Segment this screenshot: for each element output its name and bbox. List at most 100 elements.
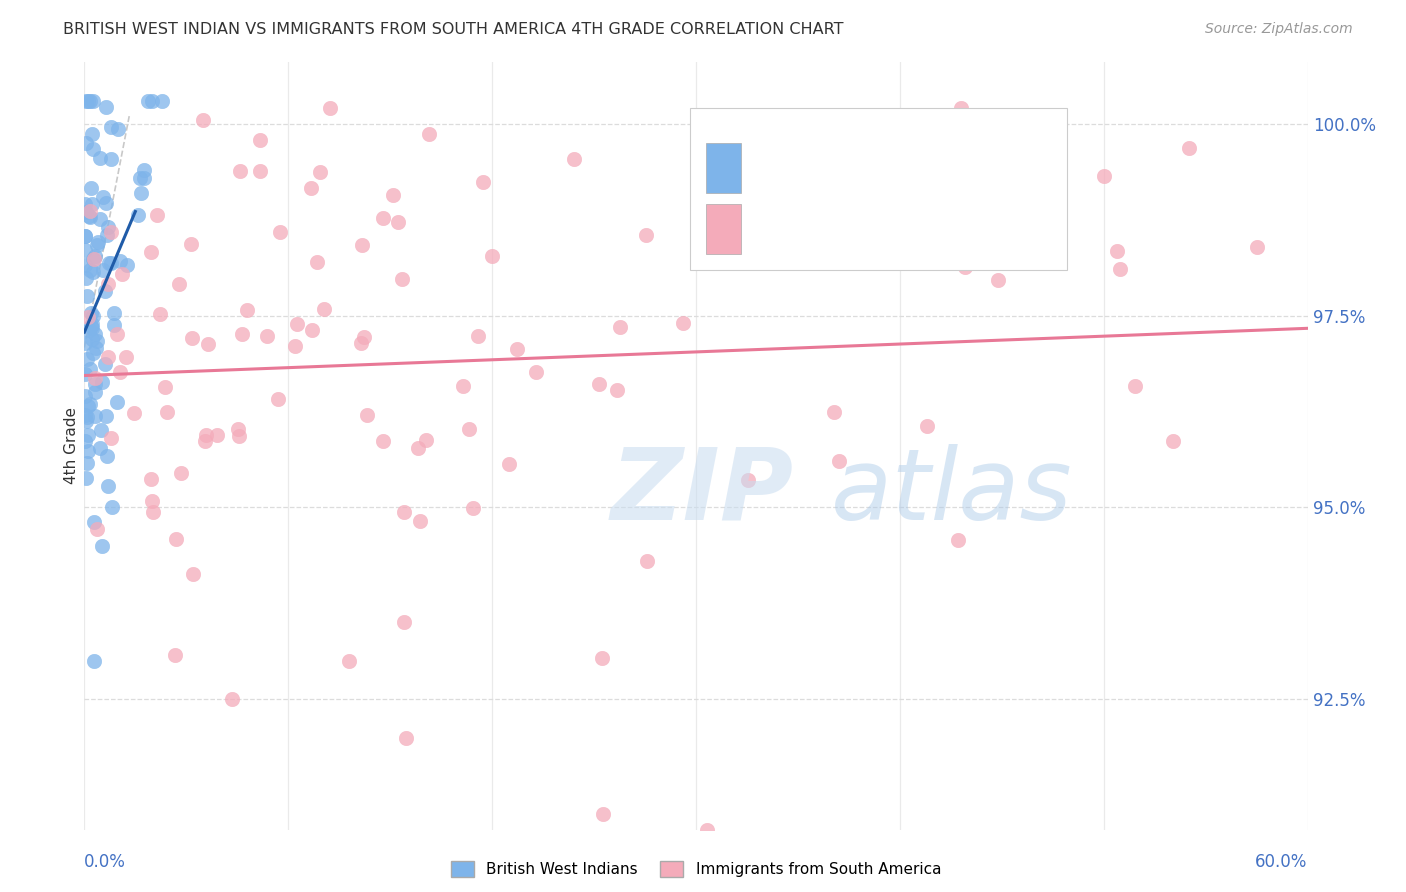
Point: [83, 371, 105, 385]
Point: [75, 336, 97, 351]
Point: [828, 453, 851, 467]
Point: [205, 428, 228, 442]
Point: [97, 256, 120, 270]
Point: [97, 277, 120, 292]
Point: [82, 127, 104, 141]
Point: [100, 225, 122, 239]
Point: [75, 388, 97, 402]
Point: [592, 807, 614, 822]
Point: [301, 323, 323, 337]
Point: [373, 211, 395, 226]
Point: [83, 252, 105, 267]
Point: [110, 254, 132, 268]
Point: [129, 186, 152, 201]
Point: [77, 427, 100, 442]
Point: [76, 456, 98, 470]
Point: [75, 270, 97, 285]
Point: [636, 554, 658, 568]
Point: [76, 409, 98, 424]
Point: [197, 337, 219, 351]
Point: [91, 262, 114, 277]
Point: [84, 341, 107, 355]
Point: [80, 332, 103, 346]
Point: [94, 196, 117, 211]
Point: [76, 351, 98, 366]
Point: [103, 318, 125, 332]
Point: [391, 272, 413, 286]
Point: [228, 429, 250, 443]
Text: R = 0.03  N = 107: R = 0.03 N = 107: [758, 220, 935, 238]
Point: [229, 164, 252, 178]
Point: [111, 267, 134, 281]
Point: [134, 171, 156, 186]
Point: [256, 329, 278, 343]
Point: [83, 515, 105, 529]
Point: [183, 567, 205, 582]
Point: [352, 238, 374, 252]
Point: [191, 112, 214, 127]
Point: [418, 127, 440, 141]
Point: [609, 320, 631, 334]
Point: [415, 433, 437, 447]
Point: [312, 302, 335, 317]
Point: [100, 431, 122, 445]
Point: [96, 449, 118, 463]
Point: [75, 204, 97, 219]
Point: [80, 180, 103, 194]
Point: [353, 330, 375, 344]
Point: [236, 303, 259, 318]
Point: [82, 94, 104, 108]
Point: [249, 133, 271, 147]
Point: [308, 165, 330, 179]
Point: [1177, 141, 1199, 155]
Point: [395, 731, 418, 745]
FancyBboxPatch shape: [706, 204, 741, 254]
Point: [77, 323, 100, 337]
Point: [76, 289, 98, 303]
Point: [80, 197, 103, 211]
Text: 60.0%: 60.0%: [1256, 853, 1308, 871]
Point: [564, 153, 586, 167]
Point: [167, 277, 190, 291]
Point: [89, 151, 111, 165]
Point: [987, 273, 1010, 287]
Y-axis label: 4th Grade: 4th Grade: [63, 408, 79, 484]
Point: [141, 244, 163, 259]
Point: [90, 423, 112, 437]
Legend: British West Indians, Immigrants from South America: British West Indians, Immigrants from So…: [444, 855, 948, 883]
Point: [75, 228, 97, 243]
Text: atlas: atlas: [831, 443, 1073, 541]
Point: [86, 238, 108, 252]
Point: [77, 310, 100, 325]
Point: [82, 346, 104, 360]
Point: [337, 654, 360, 668]
Point: [75, 409, 97, 423]
Point: [142, 505, 165, 519]
Point: [356, 409, 378, 423]
Text: Source: ZipAtlas.com: Source: ZipAtlas.com: [1205, 22, 1353, 37]
Point: [75, 414, 97, 428]
Point: [79, 94, 101, 108]
Point: [80, 321, 103, 335]
Point: [408, 514, 430, 528]
Point: [301, 180, 323, 194]
Point: [75, 94, 97, 108]
Point: [100, 256, 122, 270]
Point: [107, 122, 129, 136]
Point: [195, 428, 218, 442]
Point: [349, 336, 371, 351]
Point: [606, 383, 628, 397]
Point: [266, 392, 288, 406]
Point: [132, 162, 155, 177]
Point: [141, 494, 163, 508]
Point: [75, 434, 97, 449]
Point: [82, 265, 104, 279]
Point: [79, 209, 101, 223]
Point: [226, 422, 249, 436]
Point: [86, 334, 108, 349]
Point: [97, 350, 120, 364]
Text: ZIP: ZIP: [610, 443, 793, 541]
Point: [588, 377, 610, 392]
Point: [467, 329, 489, 343]
Point: [221, 692, 243, 706]
